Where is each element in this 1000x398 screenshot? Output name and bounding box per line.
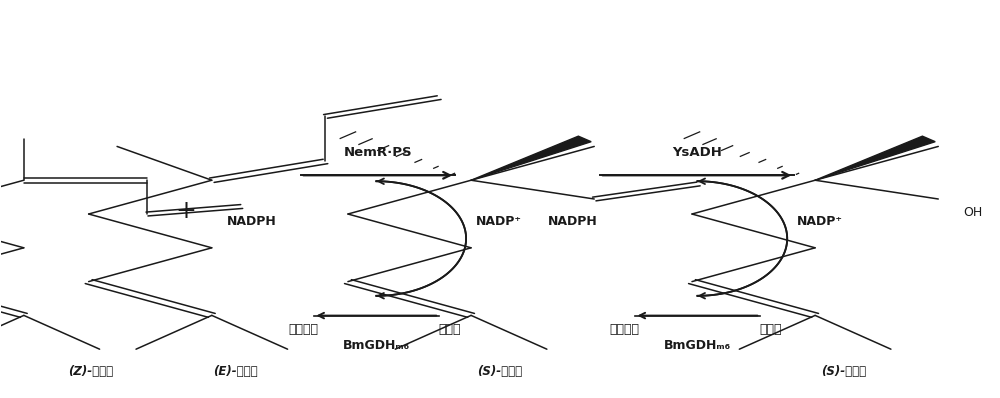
Text: BmGDHₘ₆: BmGDHₘ₆ xyxy=(343,339,410,352)
Text: (S)-香茑醒: (S)-香茑醒 xyxy=(477,365,523,378)
Text: NemR·PS: NemR·PS xyxy=(344,146,413,160)
Text: NADPH: NADPH xyxy=(548,215,598,228)
Text: (Z)-柠橙醒: (Z)-柠橙醒 xyxy=(69,365,114,378)
Text: 葡萄糖酸: 葡萄糖酸 xyxy=(610,324,640,336)
Text: BmGDHₘ₆: BmGDHₘ₆ xyxy=(664,339,731,352)
Text: YsADH: YsADH xyxy=(673,146,722,160)
Text: NADP⁺: NADP⁺ xyxy=(476,215,522,228)
Text: NADPH: NADPH xyxy=(227,215,277,228)
Polygon shape xyxy=(471,136,591,180)
Polygon shape xyxy=(815,136,935,180)
Text: (S)-香茑醑: (S)-香茑醑 xyxy=(821,365,867,378)
Text: (E)-柠橙醒: (E)-柠橙醒 xyxy=(213,365,258,378)
Text: 葡萄糖酸: 葡萄糖酸 xyxy=(289,324,319,336)
Text: +: + xyxy=(175,199,196,223)
Text: 葡萄糖: 葡萄糖 xyxy=(438,324,460,336)
Text: OH: OH xyxy=(964,206,983,219)
Text: NADP⁺: NADP⁺ xyxy=(797,215,843,228)
Text: 葡萄糖: 葡萄糖 xyxy=(759,324,781,336)
